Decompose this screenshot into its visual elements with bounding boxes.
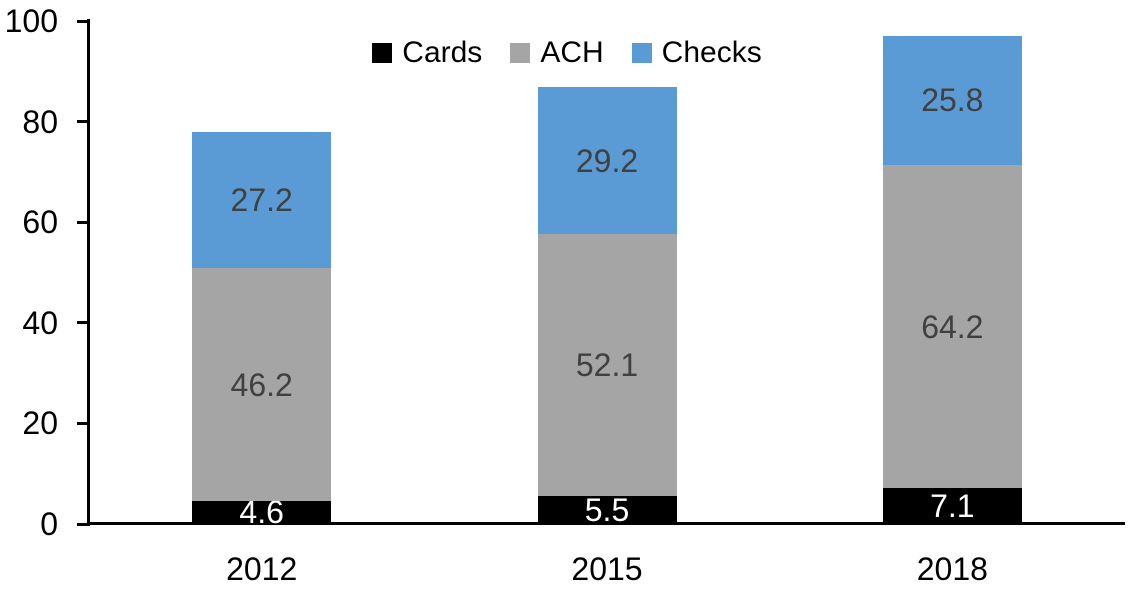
y-tick-label: 40 [22, 304, 58, 341]
bar-segment-ach-2015: 52.1 [537, 234, 677, 497]
x-category-label: 2012 [226, 551, 298, 587]
legend: Cards ACH Checks [0, 38, 1134, 68]
y-tick-label: 60 [22, 204, 58, 241]
bar-value-label: 27.2 [230, 182, 293, 219]
y-axis-line [87, 19, 90, 525]
y-tick [77, 321, 90, 325]
y-tick-label: 100 [4, 3, 58, 39]
bar-value-label: 4.6 [239, 494, 284, 531]
bar-value-label: 29.2 [575, 142, 639, 179]
legend-label: ACH [540, 36, 604, 69]
legend-item-ach: ACH [510, 36, 604, 69]
bar-segment-checks-2018: 25.8 [882, 35, 1022, 166]
bar-segment-cards-2018: 7.1 [882, 488, 1022, 525]
y-tick-label: 0 [40, 506, 58, 542]
bar-segment-cards-2015: 5.5 [537, 492, 677, 529]
y-tick [77, 522, 90, 526]
bar-segment-checks-2012: 27.2 [192, 131, 332, 269]
legend-swatch-checks [631, 43, 652, 63]
x-category-label: 2018 [916, 551, 988, 587]
y-tick [77, 120, 90, 124]
legend-label: Cards [402, 36, 483, 69]
legend-item-checks: Checks [631, 36, 762, 69]
y-tick [77, 220, 90, 224]
bar-value-label: 52.1 [575, 347, 639, 384]
bar-segment-ach-2018: 64.2 [882, 165, 1022, 489]
y-tick [77, 421, 90, 425]
bar-value-label: 7.1 [930, 488, 975, 525]
bar-segment-ach-2012: 46.2 [192, 268, 332, 501]
bar-segment-checks-2015: 29.2 [537, 87, 677, 235]
legend-swatch-ach [510, 43, 531, 63]
y-tick [77, 19, 90, 23]
legend-label: Checks [661, 36, 762, 69]
y-tick-label: 20 [22, 405, 58, 442]
legend-item-cards: Cards [372, 38, 482, 68]
x-category-label: 2015 [571, 551, 643, 587]
bar-value-label: 64.2 [921, 308, 984, 345]
bar-segment-cards-2012: 4.6 [192, 496, 332, 528]
bar-value-label: 5.5 [584, 492, 630, 529]
bar-value-label: 25.8 [921, 82, 984, 119]
bar-value-label: 46.2 [230, 366, 293, 403]
legend-swatch-cards [372, 43, 393, 63]
y-tick-label: 80 [22, 103, 58, 140]
